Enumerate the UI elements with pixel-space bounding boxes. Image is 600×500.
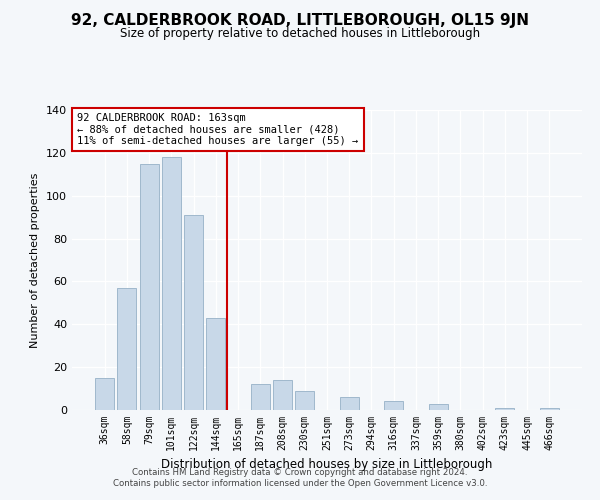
Bar — [496, 408, 514, 410]
Bar — [295, 390, 314, 410]
Bar — [118, 288, 136, 410]
Bar — [95, 378, 114, 410]
Bar — [540, 408, 559, 410]
Text: Contains HM Land Registry data © Crown copyright and database right 2024.
Contai: Contains HM Land Registry data © Crown c… — [113, 468, 487, 487]
X-axis label: Distribution of detached houses by size in Littleborough: Distribution of detached houses by size … — [161, 458, 493, 471]
Bar — [340, 397, 359, 410]
Bar — [184, 215, 203, 410]
Bar — [251, 384, 270, 410]
Bar — [429, 404, 448, 410]
Y-axis label: Number of detached properties: Number of detached properties — [31, 172, 40, 348]
Text: 92, CALDERBROOK ROAD, LITTLEBOROUGH, OL15 9JN: 92, CALDERBROOK ROAD, LITTLEBOROUGH, OL1… — [71, 12, 529, 28]
Bar — [273, 380, 292, 410]
Bar — [162, 157, 181, 410]
Text: 92 CALDERBROOK ROAD: 163sqm
← 88% of detached houses are smaller (428)
11% of se: 92 CALDERBROOK ROAD: 163sqm ← 88% of det… — [77, 113, 358, 146]
Bar — [206, 318, 225, 410]
Bar — [384, 402, 403, 410]
Text: Size of property relative to detached houses in Littleborough: Size of property relative to detached ho… — [120, 28, 480, 40]
Bar — [140, 164, 158, 410]
